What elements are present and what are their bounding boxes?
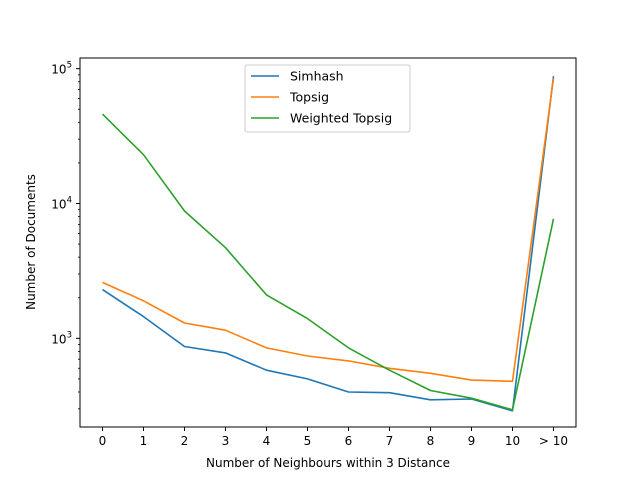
legend-label-2: Weighted Topsig [290, 111, 392, 126]
legend-box [244, 64, 411, 133]
x-tick-label: 3 [222, 434, 230, 448]
y-axis-label: Number of Documents [24, 174, 38, 310]
series-line-2 [101, 113, 555, 411]
legend: Simhash Topsig Weighted Topsig [244, 64, 411, 133]
x-tick-label: 5 [304, 434, 312, 448]
legend-label-0: Simhash [290, 69, 344, 84]
x-axis-label: Number of Neighbours within 3 Distance [206, 456, 450, 470]
x-axis: 0 1 2 3 4 5 6 7 8 9 10 > 10 [99, 427, 568, 448]
x-tick-label: 2 [181, 434, 189, 448]
y-tick-label: 105 [51, 61, 72, 77]
x-tick-label: 1 [140, 434, 148, 448]
y-tick-label: 104 [51, 196, 72, 212]
x-tick-label: 6 [345, 434, 353, 448]
x-tick-label: 10 [505, 434, 520, 448]
plot-frame [79, 57, 577, 428]
legend-label-1: Topsig [289, 90, 329, 105]
series-layer [101, 76, 555, 412]
x-tick-label: 9 [468, 434, 476, 448]
series-line-0 [102, 76, 555, 412]
x-tick-label: 0 [99, 434, 107, 448]
y-axis: 103 104 105 [51, 61, 80, 410]
x-tick-label: 8 [427, 434, 435, 448]
series-line-1 [102, 78, 555, 383]
x-tick-label: 7 [386, 434, 394, 448]
x-tick-label: > 10 [539, 434, 568, 448]
y-tick-label: 103 [51, 330, 72, 346]
x-tick-label: 4 [263, 434, 271, 448]
